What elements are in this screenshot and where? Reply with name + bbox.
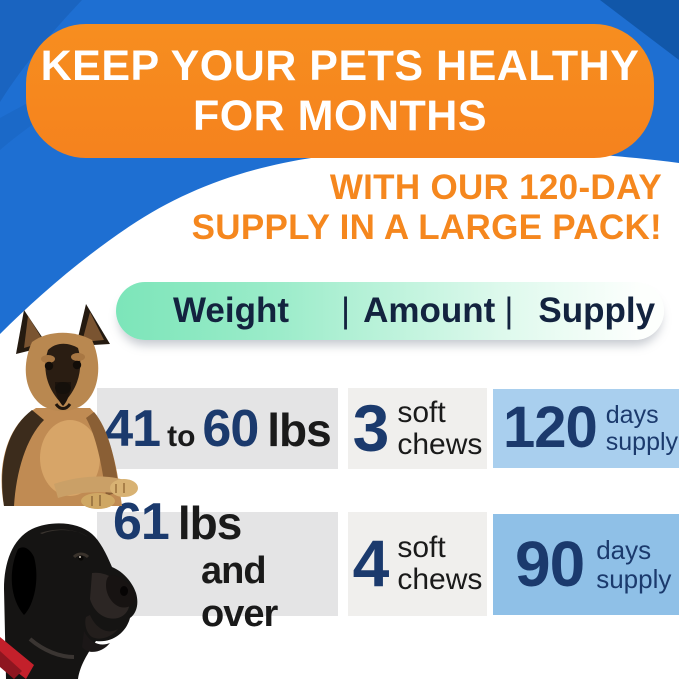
amount-label: chews (397, 427, 483, 461)
weight-number: 60 (202, 399, 259, 458)
table-header-pill: Weight | Amount | Supply (116, 282, 664, 340)
banner-line1: KEEP YOUR PETS HEALTHY (40, 42, 640, 90)
red-leash (0, 637, 34, 679)
row1-weight-text: 41 to 60 lbs (97, 399, 338, 459)
row1-supply-cell: 120 days supply (493, 389, 679, 468)
banner-line2: FOR MONTHS (192, 92, 488, 140)
header-divider: | (341, 291, 351, 330)
amount-value: 3 (352, 390, 390, 465)
supply-label: supply (596, 563, 672, 594)
supply-value: 90 (515, 527, 585, 600)
header-weight-label: Weight (173, 291, 290, 330)
header-supply-label: Supply (538, 291, 656, 330)
great-dane-photo (0, 523, 138, 679)
subtitle-line1: WITH OUR 120-DAY (329, 168, 662, 207)
supply-label: days (605, 400, 659, 429)
row2-weight-text: 61 lbs and over (97, 492, 338, 636)
weight-qualifier: and over (201, 550, 278, 635)
supply-value: 120 (503, 395, 598, 461)
corner-accent-top-right (600, 0, 679, 60)
amount-value: 4 (352, 526, 390, 601)
row1-weight-cell: 41 to 60 lbs (97, 388, 338, 469)
amount-label: soft (397, 395, 446, 429)
header-divider: | (504, 291, 514, 330)
corner-accent-top-left (0, 0, 82, 102)
amount-label: chews (397, 563, 483, 596)
weight-number: 41 (104, 399, 161, 458)
weight-connector: to (167, 419, 196, 453)
banner: KEEP YOUR PETS HEALTHY FOR MONTHS (26, 24, 654, 158)
subtitle: WITH OUR 120-DAY SUPPLY IN A LARGE PACK! (102, 168, 662, 248)
weight-unit: lbs (177, 497, 242, 549)
weight-unit: lbs (267, 403, 331, 456)
amount-label: soft (397, 531, 446, 564)
weight-number: 61 (113, 493, 170, 551)
row2-supply-cell: 90 days supply (493, 514, 679, 615)
row2-amount-cell: 4 soft chews (348, 512, 487, 616)
row1-amount-cell: 3 soft chews (348, 388, 487, 469)
header-amount-label: Amount (363, 291, 496, 330)
german-shepherd-photo (1, 304, 138, 509)
subtitle-line2: SUPPLY IN A LARGE PACK! (191, 208, 662, 247)
row2-weight-cell: 61 lbs and over (97, 493, 338, 635)
supply-label: days (596, 534, 652, 565)
supply-label: supply (605, 427, 679, 456)
